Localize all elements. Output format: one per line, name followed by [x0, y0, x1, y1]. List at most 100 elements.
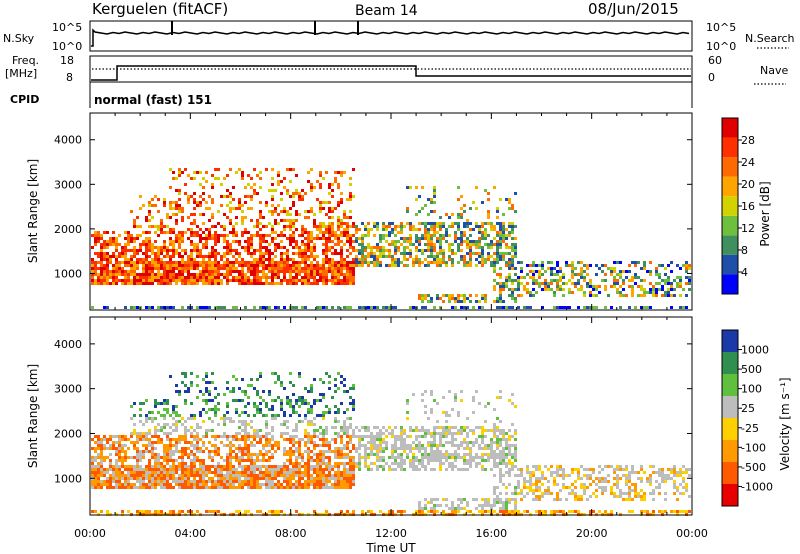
power-cell	[145, 261, 148, 264]
power-cell	[457, 186, 460, 189]
power-cell	[289, 228, 292, 231]
power-cell	[241, 273, 244, 276]
power-cell	[496, 249, 499, 252]
velocity-cell	[226, 417, 229, 420]
power-cell	[370, 261, 373, 264]
power-cell	[238, 279, 241, 282]
velocity-cell	[313, 441, 316, 444]
power-cell	[181, 282, 184, 285]
velocity-cell	[136, 435, 139, 438]
velocity-cell	[250, 474, 253, 477]
power-cell	[184, 252, 187, 255]
velocity-cell	[466, 468, 469, 471]
power-heatmap	[91, 168, 691, 309]
velocity-cell	[139, 474, 142, 477]
velocity-cell	[157, 459, 160, 462]
power-cell	[160, 282, 163, 285]
velocity-cell	[433, 438, 436, 441]
power-cell	[376, 228, 379, 231]
velocity-cell	[406, 411, 409, 414]
velocity-cell	[295, 402, 298, 405]
power-cell	[196, 261, 199, 264]
power-cell	[271, 261, 274, 264]
power-cell	[538, 264, 541, 267]
velocity-cell	[295, 423, 298, 426]
power-cell	[589, 306, 592, 309]
velocity-cell	[388, 465, 391, 468]
power-cell	[220, 204, 223, 207]
velocity-cell	[364, 435, 367, 438]
power-cell	[256, 222, 259, 225]
velocity-cell	[199, 447, 202, 450]
velocity-cell	[205, 375, 208, 378]
power-cell	[196, 231, 199, 234]
power-cell	[505, 243, 508, 246]
velocity-cell	[223, 435, 226, 438]
velocity-cell	[421, 507, 424, 510]
velocity-cell	[448, 465, 451, 468]
power-cell	[274, 222, 277, 225]
velocity-cell	[400, 453, 403, 456]
power-cell	[382, 249, 385, 252]
velocity-cell	[94, 510, 97, 513]
velocity-cell	[169, 450, 172, 453]
power-cell	[211, 213, 214, 216]
power-cell	[292, 237, 295, 240]
velocity-cell	[178, 486, 181, 489]
power-cell	[208, 276, 211, 279]
power-cell	[253, 282, 256, 285]
velocity-cell	[175, 438, 178, 441]
power-cell	[319, 171, 322, 174]
velocity-cell	[253, 468, 256, 471]
power-cell	[262, 276, 265, 279]
velocity-cell	[337, 387, 340, 390]
velocity-cell	[349, 477, 352, 480]
power-cell	[325, 258, 328, 261]
velocity-cell	[334, 441, 337, 444]
velocity-cell	[298, 453, 301, 456]
power-cell	[499, 300, 502, 303]
power-cell	[406, 258, 409, 261]
velocity-cell	[265, 477, 268, 480]
velocity-cell	[391, 450, 394, 453]
velocity-cell	[370, 435, 373, 438]
power-cell	[292, 264, 295, 267]
power-cell	[127, 240, 130, 243]
velocity-cell	[307, 441, 310, 444]
power-cell	[613, 282, 616, 285]
power-cell	[445, 240, 448, 243]
power-cell	[385, 255, 388, 258]
power-cell	[133, 249, 136, 252]
velocity-cell	[355, 426, 358, 429]
power-cell	[454, 306, 457, 309]
velocity-cell	[433, 456, 436, 459]
velocity-cell	[388, 468, 391, 471]
velocity-cell	[169, 447, 172, 450]
velocity-cell	[295, 474, 298, 477]
velocity-cell	[376, 465, 379, 468]
power-cell	[685, 264, 688, 267]
power-cell	[193, 234, 196, 237]
velocity-cell	[301, 438, 304, 441]
power-cell	[544, 285, 547, 288]
velocity-cell	[91, 462, 94, 465]
power-cell	[136, 258, 139, 261]
power-cell	[442, 222, 445, 225]
velocity-cell	[223, 432, 226, 435]
power-cell	[469, 258, 472, 261]
velocity-cell	[190, 426, 193, 429]
power-cell	[376, 255, 379, 258]
power-cell	[100, 279, 103, 282]
velocity-cell	[229, 441, 232, 444]
velocity-cell	[151, 486, 154, 489]
velocity-cell	[235, 411, 238, 414]
power-cell	[502, 282, 505, 285]
power-cell	[340, 225, 343, 228]
power-cell	[148, 255, 151, 258]
power-cell	[667, 291, 670, 294]
power-cell	[238, 201, 241, 204]
power-cell	[433, 243, 436, 246]
power-cell	[199, 183, 202, 186]
velocity-cell	[439, 459, 442, 462]
power-cell	[292, 201, 295, 204]
